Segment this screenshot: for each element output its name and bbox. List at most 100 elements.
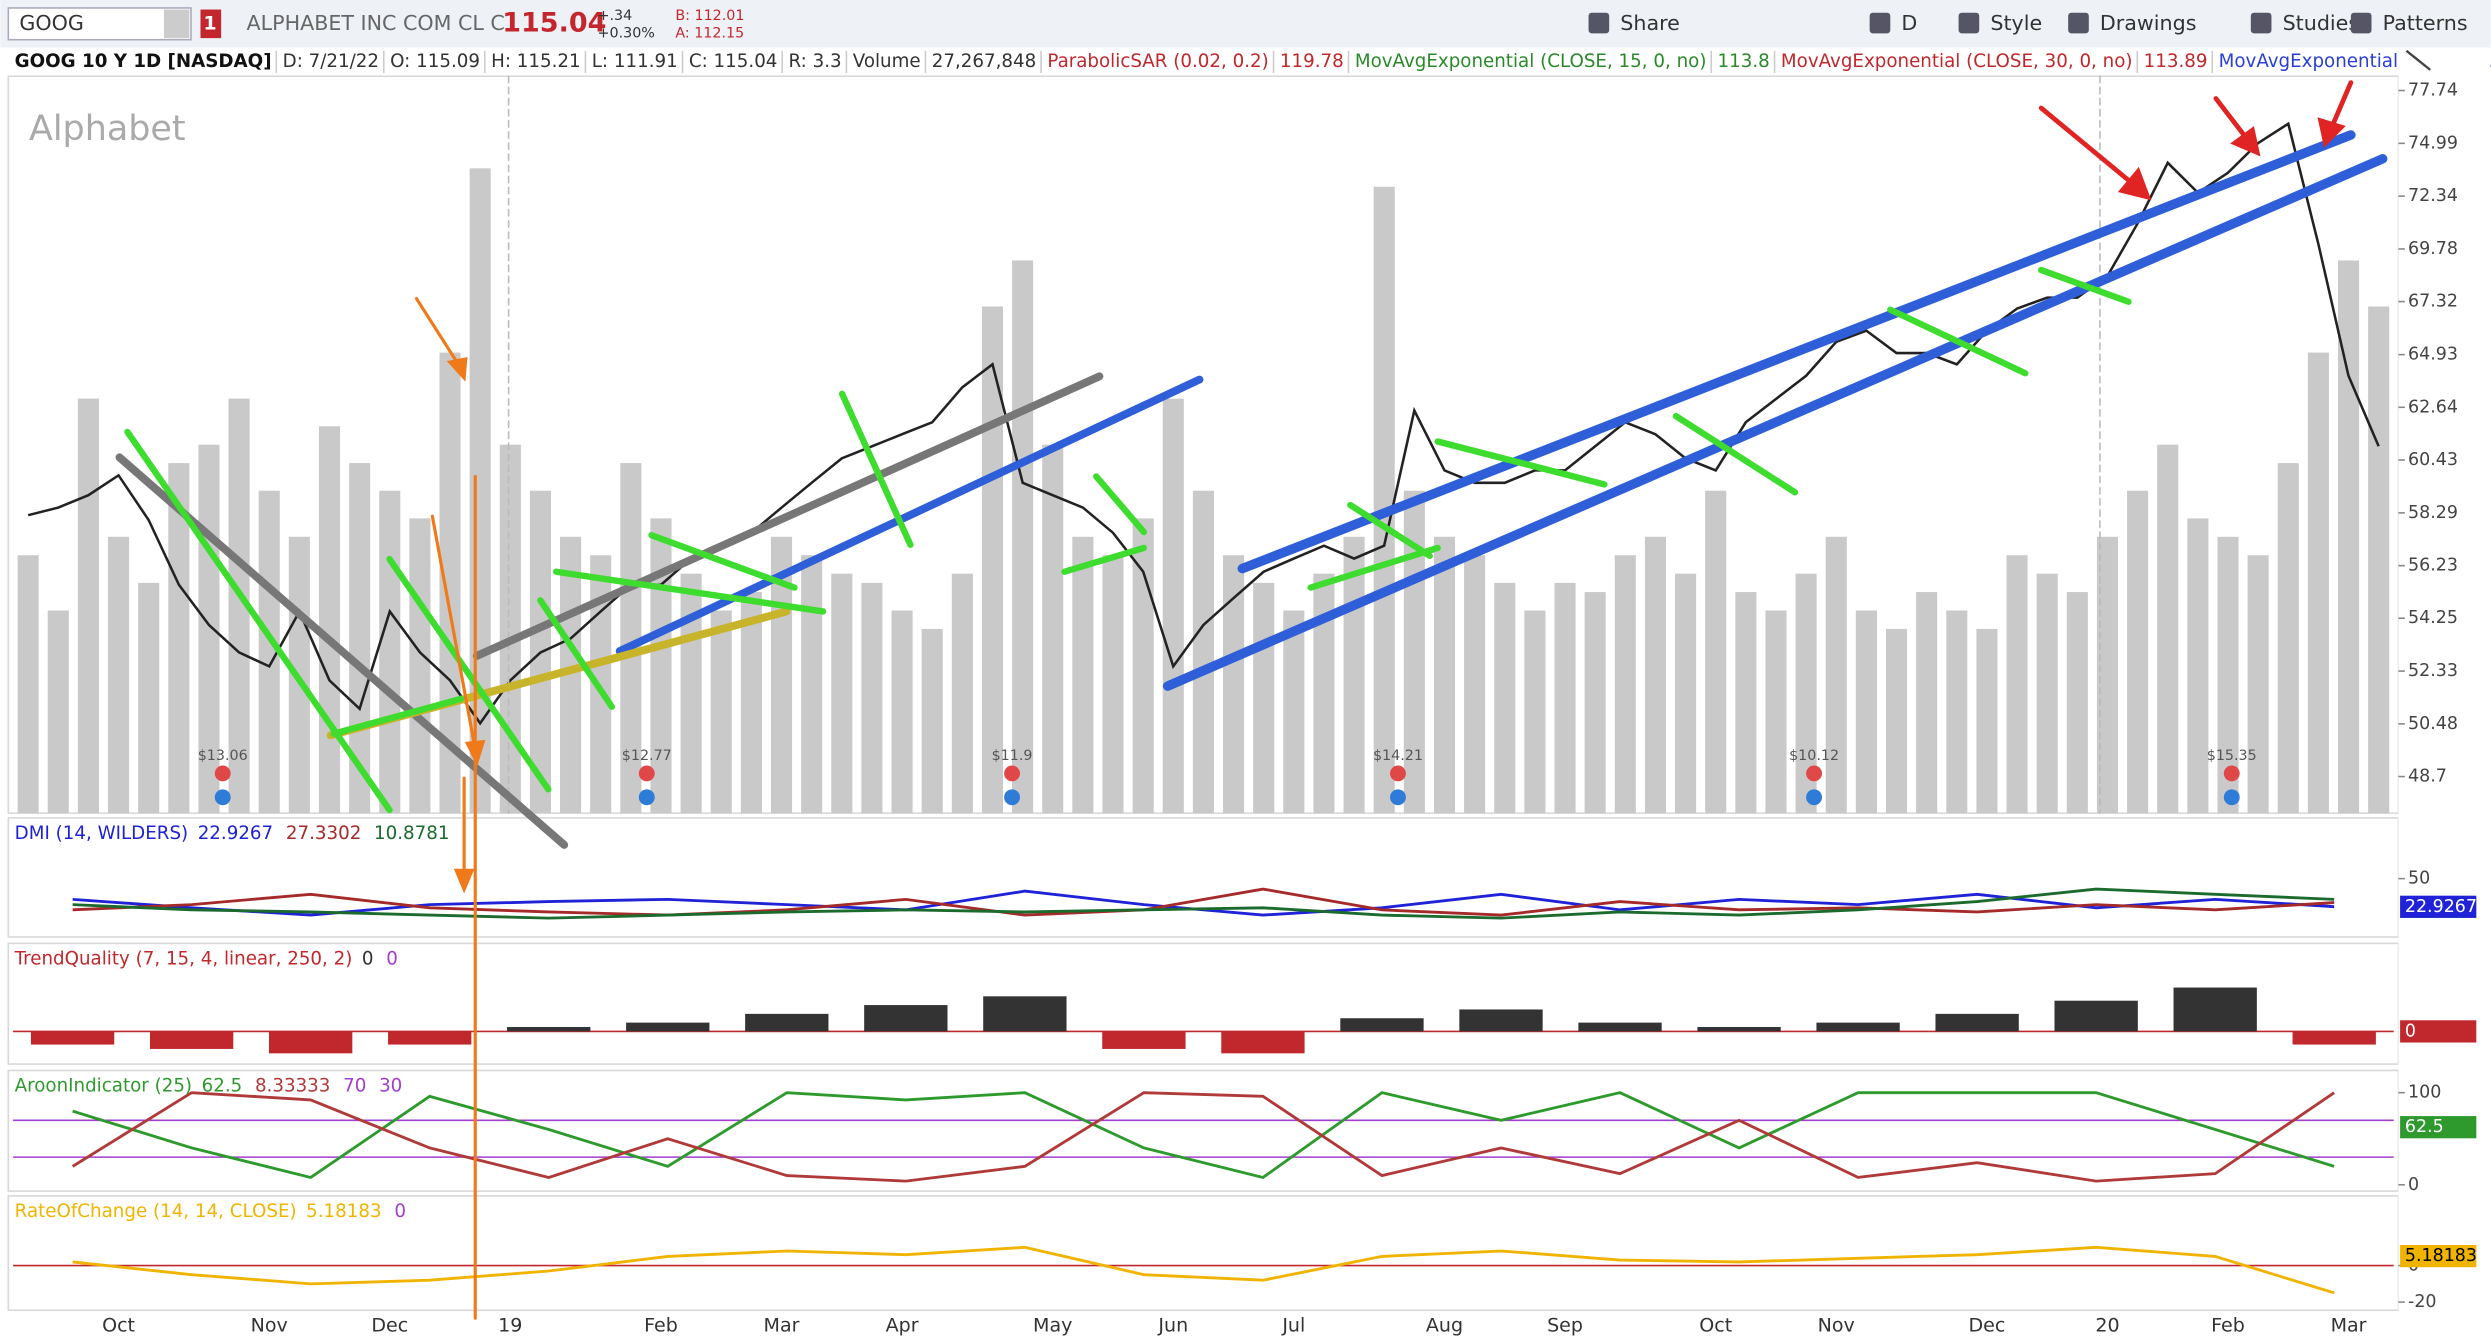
- volume-bar: [951, 573, 973, 814]
- info-item: D: 7/21/22: [283, 51, 379, 72]
- volume-bar: [1795, 573, 1817, 814]
- toolbar-button[interactable]: Studies: [2283, 11, 2360, 35]
- earnings-label: $10.12: [1789, 748, 1839, 764]
- volume-bar: [77, 398, 99, 814]
- y-tick-label: 69.78: [2408, 239, 2458, 259]
- value-badge-label: 22.9267: [2405, 897, 2477, 917]
- toolbar-icon: [1869, 12, 1891, 34]
- histogram-bar: [2292, 1031, 2376, 1045]
- volume-bar: [620, 463, 642, 814]
- toolbar-button[interactable]: Patterns: [2383, 11, 2468, 35]
- last-price: 115.04: [502, 7, 606, 38]
- earnings-icon[interactable]: [2223, 789, 2240, 806]
- volume-bar: [650, 518, 672, 814]
- info-item: L: 111.91: [592, 51, 678, 72]
- volume-bar: [1976, 628, 1998, 814]
- earnings-icon[interactable]: [1004, 789, 1020, 806]
- x-tick-label: Apr: [886, 1315, 919, 1337]
- volume-bar: [1223, 555, 1245, 814]
- histogram-bar: [1459, 1009, 1543, 1032]
- volume-bar: [1825, 536, 1847, 814]
- histogram-bar: [269, 1031, 353, 1054]
- panel-title: DMI (14, WILDERS): [15, 823, 189, 844]
- toolbar-icon: [2250, 12, 2272, 34]
- company: ALPHABET INC COM CL C: [247, 11, 505, 35]
- volume-bar: [1042, 444, 1064, 814]
- toolbar-icon: [2350, 12, 2372, 34]
- x-tick-label: Aug: [1426, 1315, 1463, 1337]
- volume-bar: [1614, 555, 1636, 814]
- histogram-bar: [1340, 1018, 1424, 1032]
- info-item: H: 115.21: [491, 51, 581, 72]
- panel-readout: 22.9267: [198, 823, 273, 844]
- info-item: MovAvgExponential (CLOSE, 15, 0, no): [1355, 51, 1707, 72]
- volume-bar: [1494, 582, 1516, 814]
- info-item: MovAvgExponential (CLOSE, 30, 0, no): [1781, 51, 2133, 72]
- dividend-icon[interactable]: [1004, 765, 1020, 782]
- volume-bar: [1705, 490, 1727, 814]
- earnings-icon[interactable]: [1806, 789, 1823, 806]
- dividend-icon[interactable]: [1806, 765, 1823, 782]
- user-drawings: [115, 75, 2388, 1320]
- info-item: GOOG 10 Y 1D [NASDAQ]: [15, 51, 272, 72]
- x-tick-label: 19: [498, 1315, 522, 1337]
- toolbar-button[interactable]: D: [1901, 11, 1917, 35]
- x-tick-label: Dec: [1968, 1315, 2005, 1337]
- dividend-icon[interactable]: [1390, 765, 1406, 782]
- y-tick-label: 0: [2408, 1175, 2419, 1195]
- volume-bar: [2066, 592, 2088, 814]
- volume-bar: [1253, 582, 1275, 814]
- histogram-bar: [2173, 987, 2257, 1032]
- volume-bar: [2217, 536, 2239, 814]
- earnings-icon[interactable]: [214, 789, 231, 806]
- volume-bar: [318, 426, 341, 814]
- histogram-bar: [1697, 1027, 1781, 1032]
- volume-bar: [801, 555, 823, 814]
- volume-bar: [1162, 398, 1184, 814]
- alert-badge[interactable]: [200, 9, 222, 39]
- dividend-icon[interactable]: [638, 765, 655, 782]
- indicator-line: [72, 1245, 2335, 1295]
- toolbar-button[interactable]: Drawings: [2100, 11, 2197, 35]
- volume-bar: [2127, 490, 2149, 814]
- toolbar-button[interactable]: Style: [1990, 11, 2042, 35]
- y-tick-label: 50: [2408, 869, 2430, 889]
- dividend-icon[interactable]: [214, 765, 231, 782]
- alert-count: 1: [203, 12, 216, 34]
- volume-bar: [2247, 555, 2269, 814]
- y-tick-label: 62.64: [2408, 397, 2458, 417]
- volume-bar: [680, 573, 702, 814]
- info-bg: [0, 47, 2399, 77]
- volume-bar: [1765, 610, 1787, 814]
- panel: [7, 817, 2400, 938]
- toolbar-icon: [1958, 12, 1980, 34]
- y-tick-label: 64.93: [2408, 345, 2458, 365]
- dividend-icon[interactable]: [2223, 765, 2240, 782]
- symbol: GOOG: [19, 11, 83, 35]
- symbol-dropdown[interactable]: [163, 9, 190, 39]
- histogram-bar: [149, 1031, 234, 1049]
- panel-title: TrendQuality (7, 15, 4, linear, 250, 2): [14, 948, 353, 969]
- y-tick-label: 48.7: [2408, 767, 2447, 787]
- earnings-icon[interactable]: [638, 789, 655, 806]
- volume-bar: [1102, 555, 1124, 814]
- earnings-icon[interactable]: [1390, 789, 1406, 806]
- right-tools: [2405, 49, 2432, 71]
- volume-bar: [17, 555, 39, 814]
- volume-bar: [1313, 573, 1335, 814]
- toolbar-button[interactable]: Share: [1620, 11, 1680, 35]
- x-tick-label: Feb: [2211, 1315, 2245, 1337]
- volume-bar: [138, 582, 160, 814]
- volume-bar: [1855, 610, 1877, 814]
- volume-bar: [258, 490, 280, 814]
- volume-bar: [560, 536, 582, 814]
- volume-bar: [1735, 592, 1757, 814]
- volume-bar: [1373, 186, 1395, 814]
- toolbar-icon: [1588, 12, 1610, 34]
- symbol-input[interactable]: [7, 7, 192, 41]
- info-item: 27,267,848: [932, 51, 1037, 72]
- y-tick-label: 74.99: [2408, 133, 2458, 153]
- volume-bar: [1644, 536, 1666, 814]
- change-pct: +0.30%: [598, 25, 655, 41]
- histogram-bar: [1221, 1031, 1305, 1054]
